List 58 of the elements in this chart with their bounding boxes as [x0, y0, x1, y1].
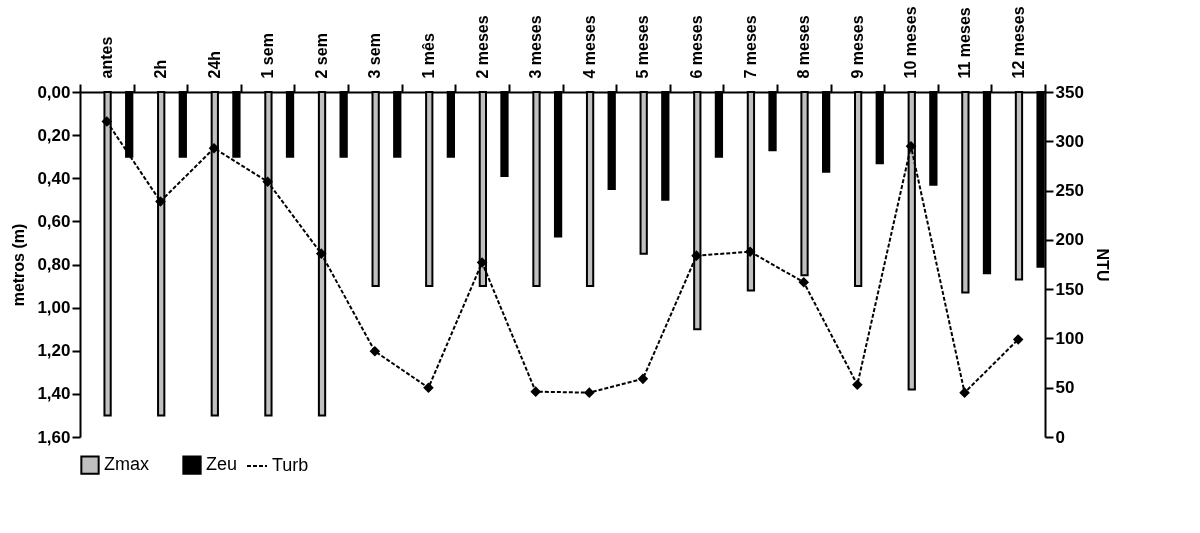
x-tick-label: 4 meses	[580, 15, 598, 79]
legend-label: Zmax	[104, 454, 149, 475]
y2-tick-label: 300	[1055, 131, 1084, 151]
point	[745, 246, 756, 257]
point	[209, 143, 219, 154]
point	[852, 379, 863, 390]
x-tick-label: 10 meses	[902, 6, 920, 79]
x-tick-label: 6 meses	[688, 15, 706, 79]
y-tick-label: 1,00	[37, 298, 71, 318]
x-tick-label: 12 meses	[1009, 6, 1027, 79]
point	[423, 382, 434, 393]
y2-axis-title: NTU	[1093, 248, 1111, 282]
y2-tick-label: 100	[1055, 328, 1084, 348]
y-tick-label: 0,20	[37, 125, 71, 145]
point	[155, 196, 166, 207]
x-tick-label: 11 meses	[956, 7, 974, 79]
point	[101, 116, 112, 127]
y2-tick-label: 0	[1055, 427, 1065, 447]
x-tick-label: 7 meses	[741, 15, 759, 79]
point	[691, 250, 702, 261]
x-tick-label: 8 meses	[795, 15, 813, 79]
legend-label: Turb	[272, 455, 309, 475]
point	[262, 176, 273, 187]
point	[369, 346, 380, 357]
x-tick-label: 1 mês	[419, 33, 437, 79]
y2-tick-label: 350	[1055, 82, 1084, 102]
point	[959, 387, 970, 398]
x-tick-label: 2 sem	[312, 33, 330, 79]
x-tick-label: 5 meses	[634, 15, 652, 79]
point	[477, 257, 487, 268]
y-tick-label: 1,60	[37, 427, 71, 447]
y-tick-label: 0,60	[37, 211, 71, 231]
x-tick-label: antes	[98, 36, 116, 79]
y-tick-label: 0,00	[37, 82, 71, 102]
x-tick-label: 9 meses	[848, 15, 866, 79]
y-tick-label: 1,20	[37, 341, 71, 361]
y2-tick-label: 250	[1055, 181, 1084, 201]
x-tick-label: 24h	[205, 50, 223, 79]
y2-tick-label: 50	[1055, 378, 1075, 398]
point	[1013, 334, 1024, 345]
y2-tick-label: 150	[1055, 279, 1084, 299]
point	[530, 386, 541, 397]
y-axis-title: metros (m)	[10, 223, 28, 307]
x-tick-label: 2 meses	[473, 15, 491, 79]
point	[638, 373, 648, 384]
x-tick-label: 2h	[151, 59, 169, 79]
y-tick-label: 0,80	[37, 255, 71, 274]
y-tick-label: 1,40	[37, 384, 71, 404]
point	[316, 248, 327, 259]
point	[584, 387, 595, 398]
y2-tick-label: 200	[1055, 230, 1084, 250]
legend-label: Zeu	[206, 454, 238, 475]
y-tick-label: 0,40	[37, 168, 71, 188]
point	[798, 277, 809, 288]
point	[906, 141, 916, 152]
x-tick-label: 3 sem	[366, 33, 384, 79]
x-tick-label: 1 sem	[259, 33, 277, 79]
x-tick-label: 3 meses	[527, 15, 545, 79]
